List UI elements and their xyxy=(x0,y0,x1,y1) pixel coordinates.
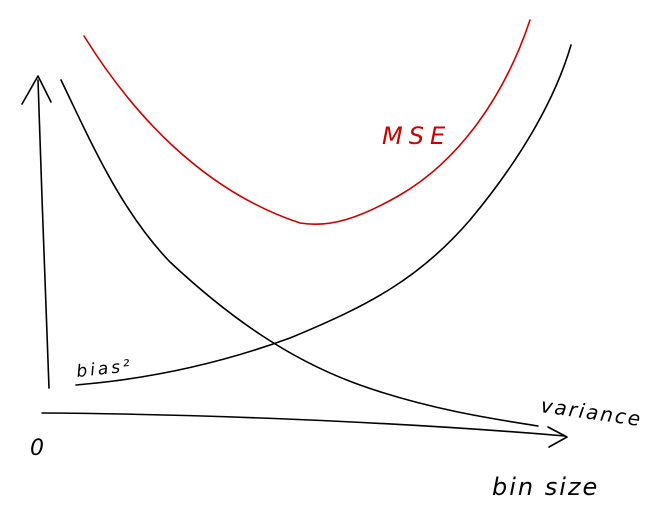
x-axis-arrowhead xyxy=(547,426,568,448)
x-axis-line xyxy=(41,412,566,437)
y-axis xyxy=(21,75,52,389)
y-axis-line xyxy=(37,79,50,389)
origin-label: 0 xyxy=(30,436,44,461)
variance-curve xyxy=(60,79,539,427)
mse-label: MSE xyxy=(382,122,451,150)
variance-label: variance xyxy=(539,393,643,431)
y-axis-arrowhead xyxy=(21,75,52,105)
x-axis xyxy=(41,412,568,448)
bias-squared-label: bias² xyxy=(75,356,133,382)
mse-curve xyxy=(83,19,531,226)
bias-squared-curve xyxy=(75,44,572,386)
x-axis-label: bin size xyxy=(492,473,599,501)
